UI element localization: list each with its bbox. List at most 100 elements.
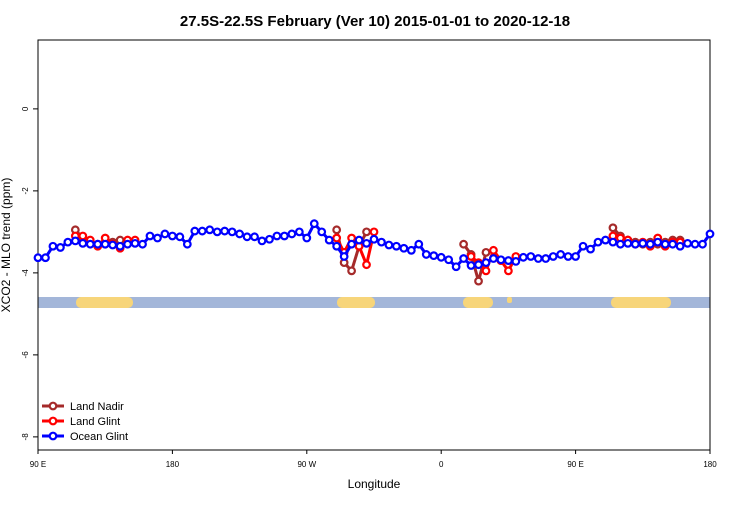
data-point <box>518 252 528 262</box>
x-tick-label: 180 <box>166 460 180 469</box>
data-point <box>280 231 289 241</box>
data-point <box>160 229 170 239</box>
data-point <box>332 233 342 243</box>
data-point <box>182 239 192 249</box>
data-point <box>421 250 431 259</box>
data-point <box>533 254 543 263</box>
x-tick-label: 90 W <box>297 460 316 469</box>
data-point <box>227 227 237 237</box>
data-point <box>108 240 118 250</box>
data-point <box>444 255 454 265</box>
y-tick-label: -2 <box>21 187 30 195</box>
data-point <box>197 226 207 236</box>
data-point <box>212 227 222 237</box>
data-point <box>630 239 640 249</box>
data-point <box>272 231 282 241</box>
data-point <box>220 226 230 236</box>
data-point <box>436 252 446 262</box>
data-point <box>489 245 498 255</box>
legend-marker <box>48 416 58 426</box>
data-point <box>481 266 491 276</box>
data-point <box>294 227 304 237</box>
x-tick-label: 0 <box>439 460 444 469</box>
x-tick-label: 90 E <box>30 460 46 469</box>
y-tick-label: -4 <box>21 269 30 277</box>
data-point <box>377 237 386 247</box>
data-point <box>593 237 603 247</box>
legend-label: Land Nadir <box>70 401 124 413</box>
data-point <box>190 226 200 236</box>
y-axis-label: XCO2 - MLO trend (ppm) <box>0 178 13 313</box>
data-point <box>48 241 58 251</box>
data-point <box>317 227 327 237</box>
data-point <box>638 238 648 248</box>
data-point <box>362 238 371 248</box>
data-point <box>548 252 558 261</box>
data-point <box>556 250 566 259</box>
data-point <box>287 229 297 239</box>
legend: Land Nadir Land Glint Ocean Glint <box>42 401 128 443</box>
data-point <box>474 260 483 270</box>
x-tick-label: 90 E <box>567 460 583 469</box>
data-point <box>93 239 103 249</box>
data-point <box>175 232 185 242</box>
data-point <box>481 258 491 268</box>
data-point <box>242 232 252 242</box>
data-point <box>250 232 259 242</box>
data-point <box>563 252 573 261</box>
data-point <box>265 234 274 244</box>
data-point <box>302 233 312 243</box>
land-patch <box>611 297 671 308</box>
data-point <box>690 239 700 249</box>
land-patch <box>76 297 133 308</box>
chart-title: 27.5S-22.5S February (Ver 10) 2015-01-01… <box>180 13 570 30</box>
data-point <box>616 239 625 249</box>
y-tick-label: -8 <box>21 433 30 441</box>
data-point <box>511 257 521 266</box>
data-point <box>705 229 715 239</box>
data-point <box>608 223 618 233</box>
land-patch <box>337 297 375 308</box>
data-point <box>660 239 670 249</box>
data-point <box>578 241 588 251</box>
data-point <box>459 239 469 249</box>
data-point <box>526 252 536 261</box>
data-point <box>153 233 162 243</box>
data-point <box>309 219 319 229</box>
data-point <box>257 236 267 246</box>
data-point <box>347 239 357 249</box>
data-point <box>369 234 379 244</box>
data-point <box>399 243 409 253</box>
data-point <box>354 235 364 245</box>
data-point <box>324 235 334 245</box>
land-ocean-strip <box>38 297 710 308</box>
data-point <box>56 243 65 252</box>
data-point <box>78 231 88 241</box>
land-patch <box>463 297 493 308</box>
plot-frame <box>37 39 711 451</box>
data-point <box>167 231 177 241</box>
legend-label: Land Glint <box>70 416 120 428</box>
data-point <box>392 241 401 251</box>
data-point <box>41 253 50 263</box>
data-point <box>347 266 357 276</box>
legend-label: Ocean Glint <box>70 431 128 443</box>
data-point <box>668 239 678 249</box>
data-point <box>698 239 707 249</box>
data-point <box>332 241 342 251</box>
data-point <box>78 238 88 248</box>
y-tick-label: -6 <box>21 351 30 359</box>
series <box>33 219 715 272</box>
data-point <box>586 244 595 254</box>
data-point <box>459 254 469 263</box>
data-point <box>623 238 633 248</box>
data-point <box>601 235 610 245</box>
data-point <box>369 227 379 237</box>
data-point <box>362 260 371 270</box>
data-point <box>504 266 513 276</box>
data-point <box>481 247 491 257</box>
data-point <box>100 239 110 249</box>
data-point <box>653 237 663 247</box>
